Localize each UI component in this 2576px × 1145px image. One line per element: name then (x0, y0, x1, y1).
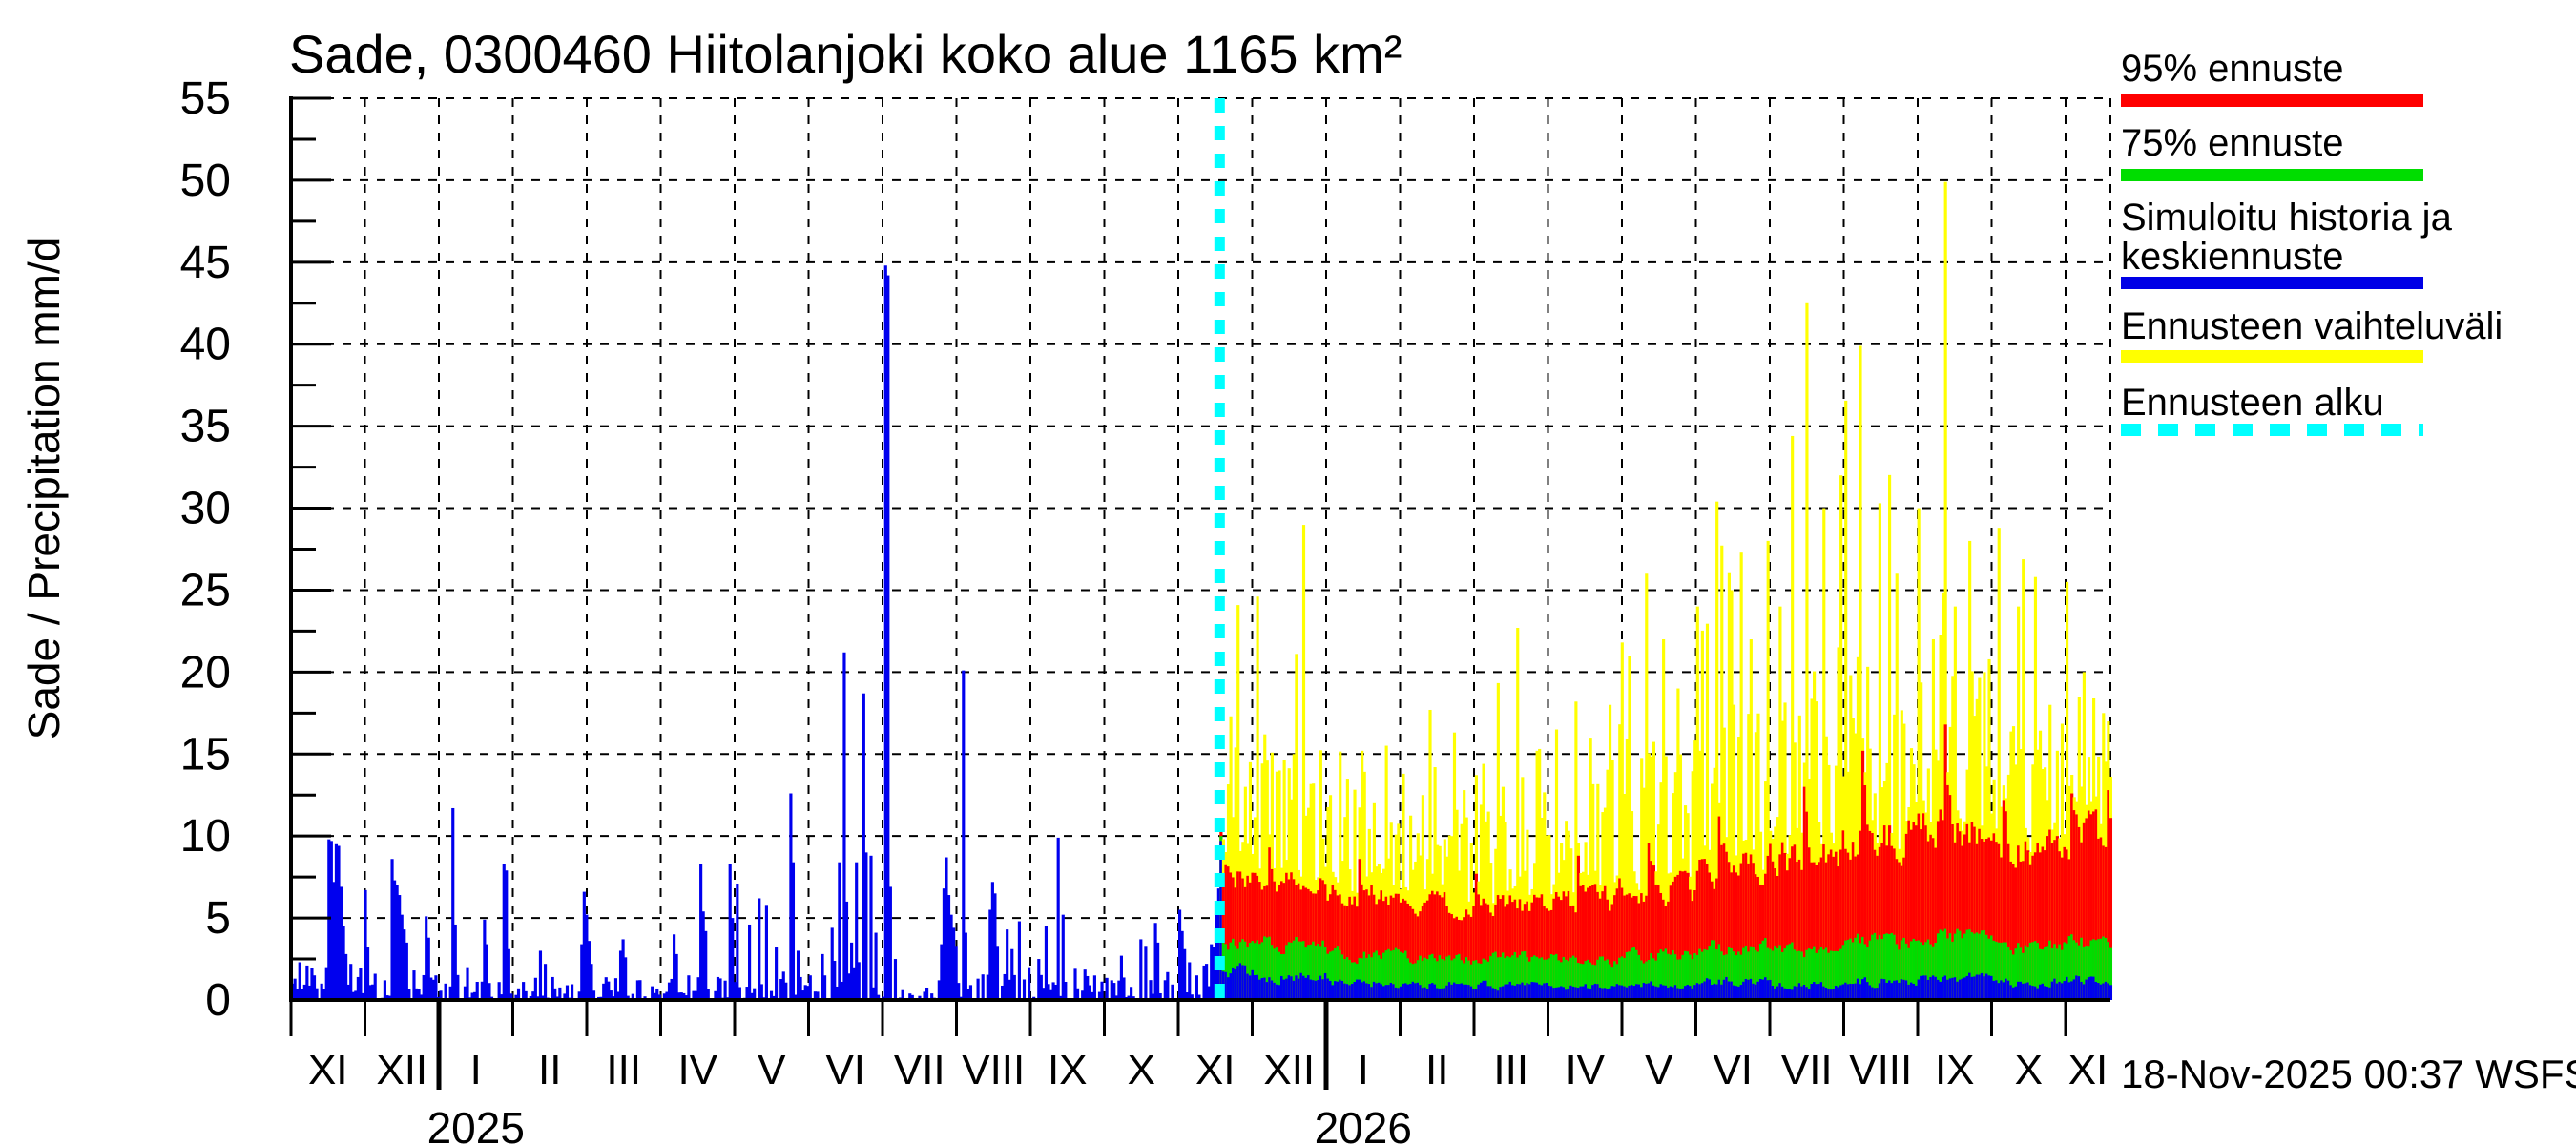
y-axis-title: Sade / Precipitation mm/d (19, 237, 69, 740)
y-tick-labels: 0 5 10 15 20 25 30 35 40 45 50 55 (180, 73, 231, 1026)
svg-text:50: 50 (180, 156, 231, 206)
legend-label: 95% ennuste (2121, 48, 2344, 90)
svg-text:XII: XII (1263, 1047, 1315, 1093)
legend-line-95-ennuste (2121, 94, 2423, 107)
legend-item-75-ennuste: 75% ennuste (2121, 124, 2344, 163)
legend-label: keskiennuste (2121, 236, 2344, 278)
svg-text:X: X (1128, 1047, 1155, 1093)
legend-label: 75% ennuste (2121, 122, 2344, 164)
svg-text:IV: IV (1565, 1047, 1605, 1093)
svg-text:2026: 2026 (1315, 1103, 1412, 1145)
svg-text:I: I (470, 1047, 482, 1093)
svg-text:VIII: VIII (1849, 1047, 1912, 1093)
svg-text:10: 10 (180, 811, 231, 862)
forecast-bars (1219, 181, 2113, 1001)
legend-item-ennusteen-vaihteluvali: Ennusteen vaihteluväli (2121, 307, 2503, 346)
legend: 95% ennuste 75% ennuste Simuloitu histor… (2121, 0, 2569, 496)
svg-text:5: 5 (205, 893, 231, 944)
svg-text:VI: VI (825, 1047, 865, 1093)
legend-item-95-ennuste: 95% ennuste (2121, 50, 2344, 89)
svg-text:15: 15 (180, 729, 231, 780)
svg-text:20: 20 (180, 647, 231, 697)
svg-text:XI: XI (308, 1047, 348, 1093)
svg-text:30: 30 (180, 484, 231, 534)
timestamp-label: 18-Nov-2025 00:37 WSFS-O (2121, 1051, 2576, 1096)
svg-text:II: II (538, 1047, 561, 1093)
svg-text:II: II (1425, 1047, 1448, 1093)
legend-line-ennusteen-vaihteluvali (2121, 350, 2423, 363)
svg-text:VII: VII (894, 1047, 945, 1093)
legend-label: Simuloitu historia ja (2121, 197, 2452, 239)
svg-text:X: X (2015, 1047, 2043, 1093)
legend-line-ennusteen-alku (2121, 424, 2423, 436)
svg-text:55: 55 (180, 73, 231, 124)
svg-text:VIII: VIII (962, 1047, 1025, 1093)
legend-label: Ennusteen vaihteluväli (2121, 305, 2503, 347)
svg-text:IX: IX (1048, 1047, 1088, 1093)
legend-item-simuloitu-historia: Simuloitu historia ja keskiennuste (2121, 198, 2452, 277)
chart-title: Sade, 0300460 Hiitolanjoki koko alue 116… (289, 24, 1402, 84)
svg-text:I: I (1358, 1047, 1369, 1093)
svg-text:XII: XII (376, 1047, 427, 1093)
svg-text:V: V (758, 1047, 786, 1093)
axes (289, 96, 2110, 1090)
svg-text:VI: VI (1713, 1047, 1753, 1093)
history-bars (291, 265, 1220, 1001)
svg-text:III: III (1493, 1047, 1528, 1093)
legend-item-ennusteen-alku: Ennusteen alku (2121, 384, 2384, 423)
svg-text:25: 25 (180, 565, 231, 615)
legend-label: Ennusteen alku (2121, 382, 2384, 424)
svg-text:III: III (606, 1047, 641, 1093)
svg-text:40: 40 (180, 320, 231, 370)
svg-text:VII: VII (1781, 1047, 1833, 1093)
legend-line-simuloitu-historia (2121, 277, 2423, 289)
legend-line-75-ennuste (2121, 169, 2423, 181)
svg-text:2025: 2025 (427, 1103, 525, 1145)
svg-text:35: 35 (180, 402, 231, 452)
svg-text:0: 0 (205, 975, 231, 1026)
svg-text:XI: XI (2068, 1047, 2109, 1093)
month-labels: XI XII I II III IV V VI VII VIII IX X XI XII I II III IV V… (308, 1047, 2108, 1093)
svg-text:IX: IX (1935, 1047, 1975, 1093)
svg-text:V: V (1645, 1047, 1673, 1093)
year-labels: 2025 2026 (427, 1103, 1412, 1145)
svg-text:IV: IV (677, 1047, 717, 1093)
svg-text:XI: XI (1195, 1047, 1236, 1093)
svg-text:45: 45 (180, 238, 231, 288)
